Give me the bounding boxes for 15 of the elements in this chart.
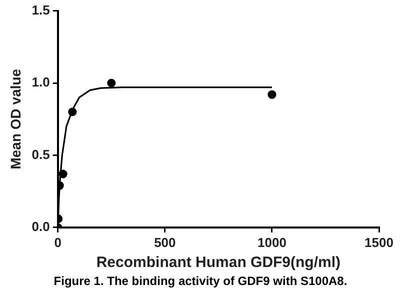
x-tick-label: 0 — [54, 234, 62, 250]
x-tick-label: 500 — [154, 234, 176, 250]
y-tick-label: 0.0 — [32, 218, 50, 234]
point — [58, 170, 68, 178]
caption: Figure 1. The binding activity of GDF9 with S100A8. — [52, 274, 348, 288]
y-tick-label: 0.5 — [32, 146, 50, 162]
y-tick-label: 1.5 — [32, 2, 50, 18]
x-tick-label: 1500 — [364, 234, 394, 250]
point — [268, 90, 276, 99]
x-tick-label: 1000 — [257, 234, 286, 250]
y-tick-label: 1.0 — [32, 74, 50, 90]
point — [107, 78, 116, 88]
y-axis-title: Mean OD value — [7, 68, 24, 170]
point — [68, 108, 77, 116]
x-axis-title: Recombinant Human GDF9(ng/ml) — [96, 254, 341, 272]
